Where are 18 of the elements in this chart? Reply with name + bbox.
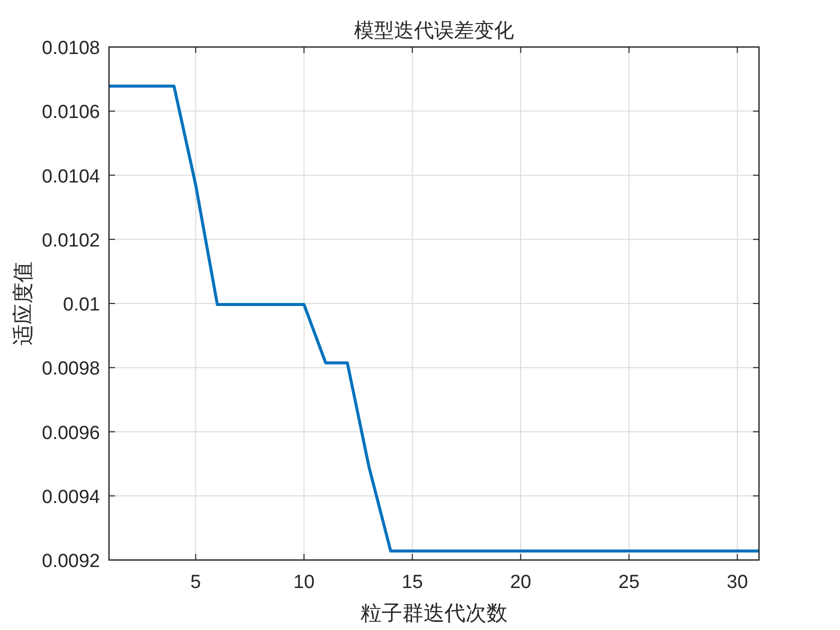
x-tick-label: 15: [402, 572, 423, 593]
y-tick-label: 0.0092: [42, 551, 100, 572]
x-tick-label: 30: [726, 572, 748, 593]
x-tick-label: 20: [510, 572, 532, 593]
y-tick-label: 0.0098: [42, 358, 100, 380]
y-tick-label: 0.0108: [42, 38, 100, 59]
y-axis-title: 适应度值: [11, 262, 35, 346]
y-tick-label: 0.0106: [42, 102, 100, 124]
y-tick-label: 0.0096: [42, 422, 100, 444]
x-axis-title: 粒子群迭代次数: [360, 601, 508, 625]
y-tick-label: 0.0094: [42, 486, 100, 508]
x-tick-label: 5: [190, 572, 201, 593]
y-tick-label: 0.0104: [42, 166, 100, 188]
y-tick-label: 0.01: [63, 294, 100, 316]
chart-title: 模型迭代误差变化: [354, 20, 514, 42]
x-tick-label: 25: [618, 572, 640, 593]
y-tick-label: 0.0102: [42, 230, 100, 252]
x-tick-label: 10: [293, 572, 315, 593]
